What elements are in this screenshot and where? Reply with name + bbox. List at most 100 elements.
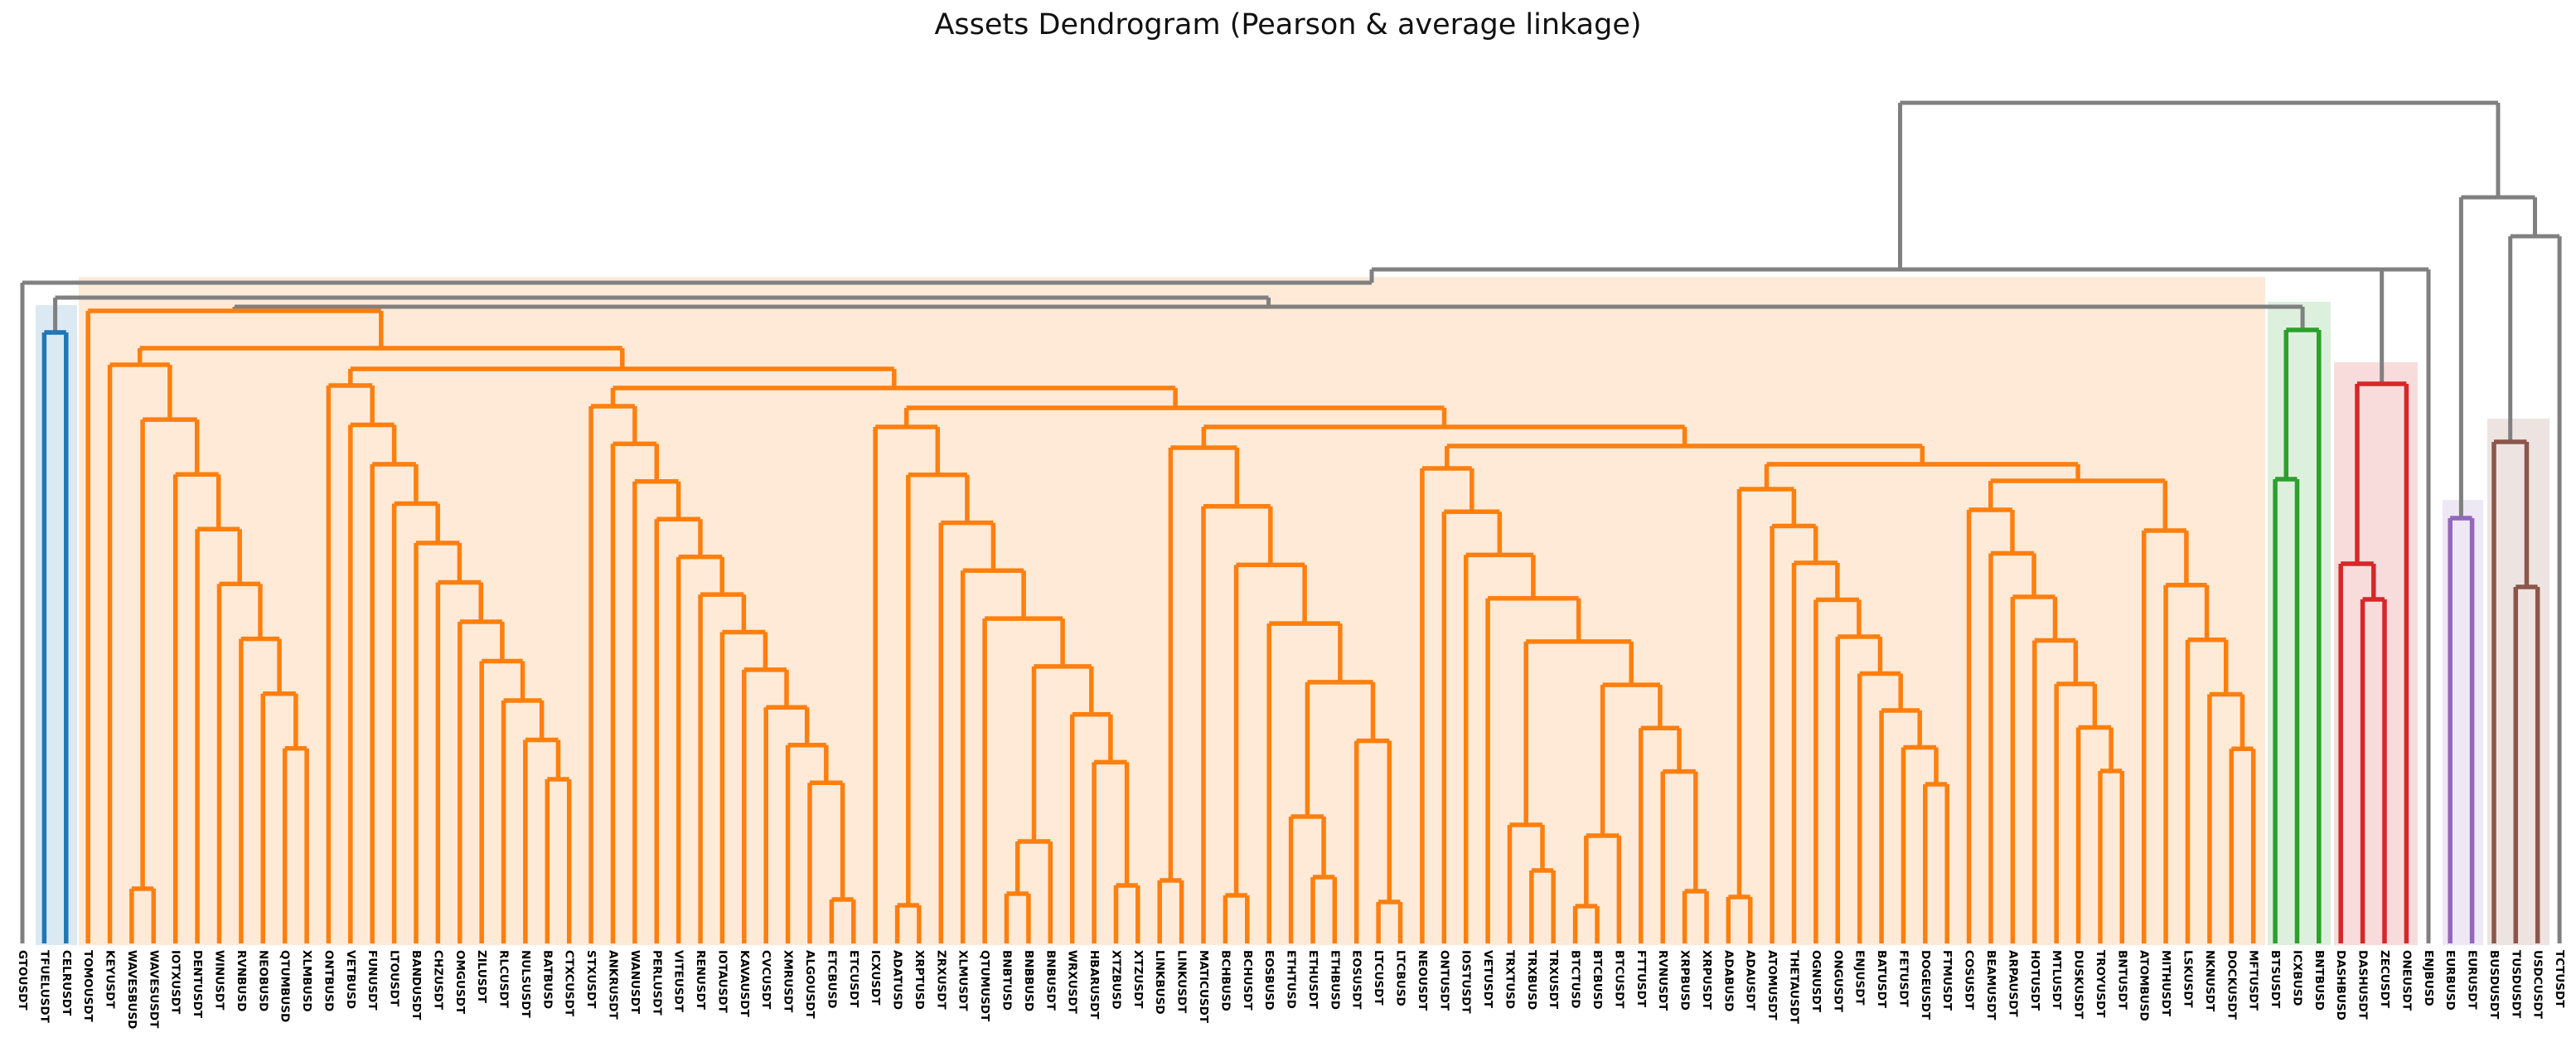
leaf-label: ZRXUSDT (934, 950, 947, 1010)
leaf-label: TCTUSDT (2553, 950, 2566, 1008)
leaf-label: WANUSDT (628, 950, 642, 1015)
dendrogram-links-orange (85, 308, 2256, 943)
leaf-label: MITHUSDT (2159, 950, 2172, 1017)
leaf-label: TRXUSDT (1547, 950, 1560, 1010)
leaf-label: PERLUSDT (650, 950, 663, 1016)
leaf-label: ONTBUSD (322, 950, 335, 1011)
leaf-label: VETUSDT (1481, 950, 1494, 1009)
leaf-label: BEAMUSDT (1984, 950, 1997, 1021)
chart-title: Assets Dendrogram (Pearson & average lin… (934, 8, 1642, 41)
leaf-label: TOMOUSDT (81, 950, 94, 1022)
leaf-label: DUSKUSDT (2072, 950, 2085, 1020)
leaf-label: THETAUSDT (1788, 950, 1801, 1025)
leaf-label: ICXUSDT (869, 950, 882, 1006)
leaf-label: EURUSDT (2466, 950, 2479, 1010)
leaf-label: BTSUSDT (2269, 950, 2282, 1009)
leaf-label: BNBBUSD (1022, 950, 1035, 1011)
leaf-label: BUSDUSDT (2487, 950, 2501, 1020)
leaf-label: DOCKUSDT (2225, 950, 2238, 1021)
leaf-label: BNBUSDT (1043, 950, 1057, 1011)
leaf-label: NKNUSDT (2203, 950, 2216, 1012)
leaf-label: KEYUSDT (104, 950, 117, 1009)
leaf-label: NEOUSDT (1416, 950, 1429, 1011)
leaf-label: FUNUSDT (366, 950, 379, 1011)
dendrogram-links-red (2338, 381, 2409, 943)
dendrogram-links-purple (2448, 516, 2475, 943)
leaf-label: ETCBUSD (825, 950, 838, 1009)
leaf-label: BATUSDT (1875, 950, 1888, 1009)
leaf-label: DOGEUSDT (1919, 950, 1932, 1021)
dendrogram-links-blue (41, 330, 69, 943)
leaf-label: EOSBUSD (1262, 950, 1276, 1011)
leaf-label: IOTAUSDT (715, 950, 729, 1014)
leaf-label: EURBUSD (2443, 950, 2457, 1011)
dendrogram-links-green (2273, 327, 2322, 943)
leaf-label: QTUMBUSD (278, 950, 292, 1022)
leaf-label: XLMUSDT (956, 950, 970, 1011)
leaf-label: MATICUSDT (1197, 950, 1210, 1024)
leaf-label: CHZUSDT (431, 950, 444, 1011)
leaf-label: XRPUSDT (1700, 950, 1713, 1011)
cluster-box-red (2334, 362, 2418, 945)
cluster-box-brown (2487, 419, 2549, 945)
leaf-label: ENJUSDT (1853, 950, 1867, 1006)
leaf-label: NEOBUSD (256, 950, 269, 1011)
leaf-label: BCHUSDT (1241, 950, 1254, 1011)
leaf-label: LINKUSDT (1175, 950, 1189, 1014)
leaf-label: VITEUSDT (672, 950, 685, 1013)
leaf-label: TROYUSDT (2094, 950, 2107, 1018)
leaf-label: STXUSDT (584, 950, 598, 1009)
leaf-label: ZECUSDT (2378, 950, 2391, 1009)
leaf-label: CVCUSDT (759, 950, 772, 1010)
leaf-label: ONGUSDT (1831, 950, 1844, 1013)
leaf-label: ETHBUSD (1328, 950, 1341, 1010)
leaf-label: ATOMUSDT (1765, 950, 1779, 1021)
leaf-label: TUSDUSDT (2509, 950, 2522, 1019)
leaf-label: XMRUSDT (782, 950, 795, 1013)
leaf-label: ADATUSD (891, 950, 904, 1010)
leaf-label: XTZBUSD (1109, 950, 1122, 1010)
leaf-label: EOSUSDT (1350, 950, 1363, 1010)
leaf-label: TRXBUSD (1525, 950, 1538, 1010)
leaf-label: ETHTUSD (1285, 950, 1298, 1009)
leaf-label: BTCUSDT (1612, 950, 1625, 1009)
leaf-label: BTCBUSD (1591, 950, 1604, 1010)
leaf-label: FTTUSDT (1634, 950, 1648, 1008)
leaf-label: RVNBUSD (235, 950, 248, 1011)
leaf-label: LTCBUSD (1394, 950, 1407, 1006)
leaf-label: BATBUSD (540, 950, 554, 1009)
leaf-label: WRXUSDT (1066, 950, 1079, 1015)
leaf-label: FETUSDT (1896, 950, 1910, 1008)
leaf-label: WINUSDT (213, 950, 226, 1011)
leaf-label: IOTXUSDT (169, 950, 182, 1015)
leaf-label: MFTUSDT (2247, 950, 2260, 1011)
leaf-label: BNTBUSD (2312, 950, 2326, 1011)
leaf-label: WAVESUSDT (147, 950, 160, 1029)
dendrogram-links-brown (2491, 439, 2540, 943)
leaf-label: RLCUSDT (497, 950, 511, 1009)
leaf-label: LSKUSDT (2181, 950, 2195, 1008)
leaf-label: OMGUSDT (453, 950, 467, 1015)
leaf-label: DENTUSDT (191, 950, 204, 1019)
leaf-label: ETHUSDT (1306, 950, 1319, 1010)
leaf-label: LTOUSDT (388, 950, 401, 1007)
leaf-label: WAVESBUSD (125, 950, 138, 1029)
leaf-label: LTCUSDT (1372, 950, 1385, 1006)
leaf-label: USDCUSDT (2531, 950, 2545, 1020)
leaf-label: ICXBUSD (2290, 950, 2303, 1006)
leaf-label: ADAUSDT (1744, 950, 1757, 1011)
leaf-label: ONEUSDT (2399, 950, 2413, 1011)
leaf-label: BANDUSDT (409, 950, 423, 1021)
leaf-label: ONTUSDT (1437, 950, 1450, 1011)
leaf-label: LINKBUSD (1153, 950, 1166, 1015)
leaf-label: KAVAUSDT (738, 950, 751, 1017)
leaf-label: RVNUSDT (1656, 950, 1669, 1011)
leaf-label: VETBUSD (344, 950, 357, 1009)
leaf-label: COSUSDT (1963, 950, 1976, 1011)
leaf-label: CTXCUSDT (563, 950, 576, 1017)
leaf-label: XLMBUSD (300, 950, 313, 1012)
leaf-label: ZILUSDT (475, 950, 488, 1004)
leaf-label: ALGOUSDT (803, 950, 816, 1019)
